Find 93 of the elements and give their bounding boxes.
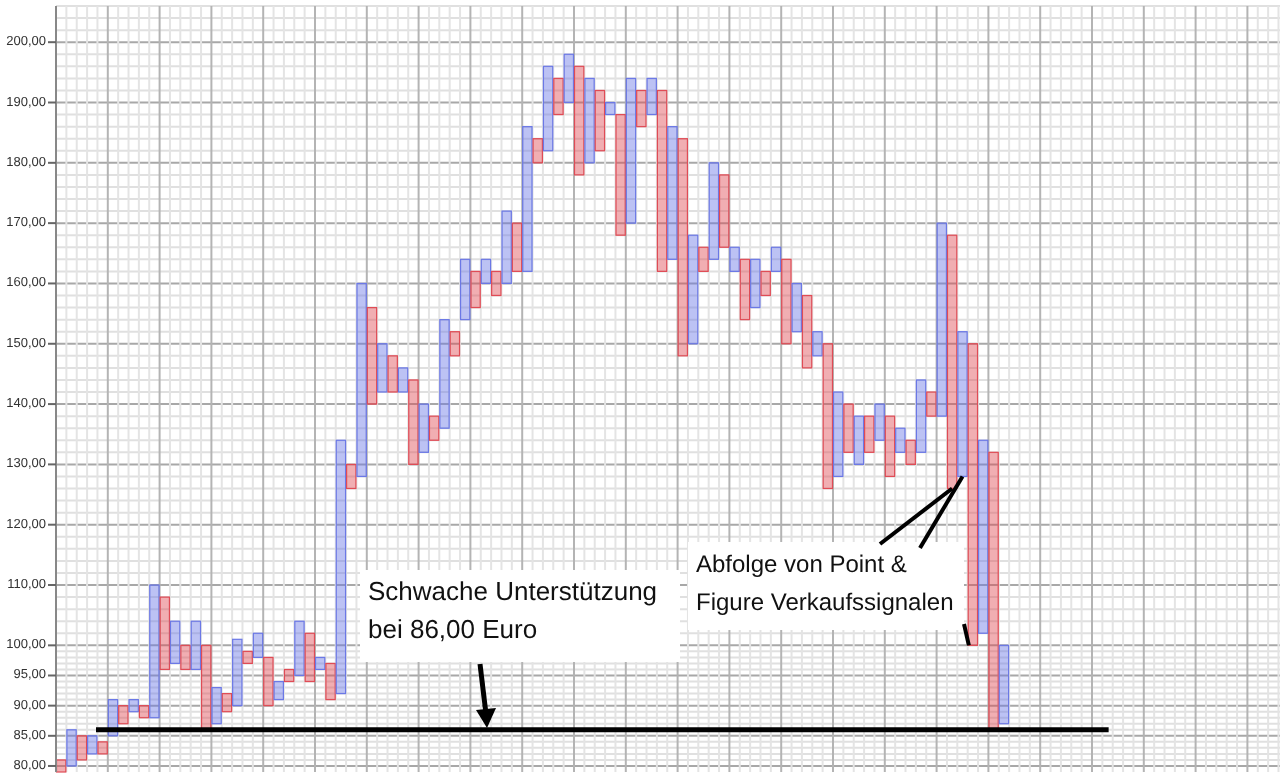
bar (615, 113, 626, 236)
bar (563, 53, 575, 104)
bar (667, 126, 678, 260)
bar (200, 644, 212, 731)
bar (718, 174, 730, 248)
bar (739, 258, 751, 321)
bar (439, 319, 450, 429)
bar (791, 282, 802, 333)
bar (594, 89, 606, 152)
bar (864, 415, 875, 453)
bar (967, 343, 979, 646)
bar (283, 668, 295, 683)
bar (491, 270, 502, 297)
bar (843, 403, 854, 453)
bar (687, 234, 699, 345)
bar (169, 620, 181, 665)
bar (325, 662, 336, 701)
bar (418, 403, 430, 453)
bar (729, 246, 740, 272)
bar (263, 656, 274, 707)
bar (480, 258, 492, 285)
bar (636, 89, 647, 128)
bar (159, 596, 171, 671)
bar (232, 638, 243, 707)
bar (584, 77, 595, 164)
bar (542, 65, 554, 152)
bar (605, 101, 616, 116)
bar (812, 331, 823, 357)
bar (273, 680, 284, 701)
bar (522, 126, 533, 272)
bar (314, 656, 326, 671)
bar (781, 258, 792, 345)
bar (428, 415, 440, 441)
bar (573, 65, 585, 176)
bar (459, 258, 471, 321)
bar (97, 741, 108, 755)
bar (397, 367, 409, 393)
annotation: Abfolge von Point & Figure Verkaufssignalen (696, 550, 954, 616)
bar (822, 343, 834, 490)
bar (138, 705, 150, 719)
bar (625, 77, 637, 224)
bar (221, 692, 233, 713)
bar (708, 162, 720, 260)
bar (884, 415, 896, 478)
bar (677, 138, 689, 357)
bar (905, 439, 916, 465)
bar (656, 89, 668, 272)
bar (915, 379, 927, 453)
bar (211, 686, 222, 725)
bar (408, 379, 419, 465)
bar (977, 439, 989, 634)
bar (946, 234, 958, 490)
bar (449, 331, 461, 357)
bar (853, 415, 865, 465)
bar (346, 463, 357, 490)
bar (356, 282, 367, 478)
bar (770, 246, 782, 272)
annotation: Schwache Unterstützung bei 86,00 Euro (368, 576, 658, 644)
bar (874, 403, 885, 441)
bar (180, 644, 191, 671)
bar (801, 294, 813, 369)
bar (501, 210, 512, 285)
bar (304, 632, 316, 683)
bar (242, 650, 253, 665)
bar (511, 222, 523, 272)
bar (895, 427, 906, 453)
bar (988, 451, 999, 731)
bar (118, 705, 129, 725)
bar (750, 258, 761, 309)
bar (377, 343, 388, 393)
bar (294, 620, 305, 677)
bar (553, 77, 564, 116)
bar (470, 270, 481, 309)
bar (936, 222, 948, 417)
bar (128, 699, 139, 713)
bar (87, 735, 98, 755)
bar (55, 759, 67, 773)
bar (532, 138, 543, 164)
bar (698, 246, 709, 272)
bar (66, 729, 77, 767)
bar (832, 391, 844, 478)
bar (149, 584, 160, 719)
bar (190, 620, 202, 671)
bar (387, 355, 398, 393)
bar (252, 632, 264, 658)
bar (366, 306, 378, 405)
bar (646, 77, 657, 116)
bar (760, 270, 771, 297)
bar (76, 735, 88, 761)
bar (998, 644, 1010, 725)
bar (335, 439, 347, 695)
bar (957, 331, 968, 478)
bar (926, 391, 937, 417)
